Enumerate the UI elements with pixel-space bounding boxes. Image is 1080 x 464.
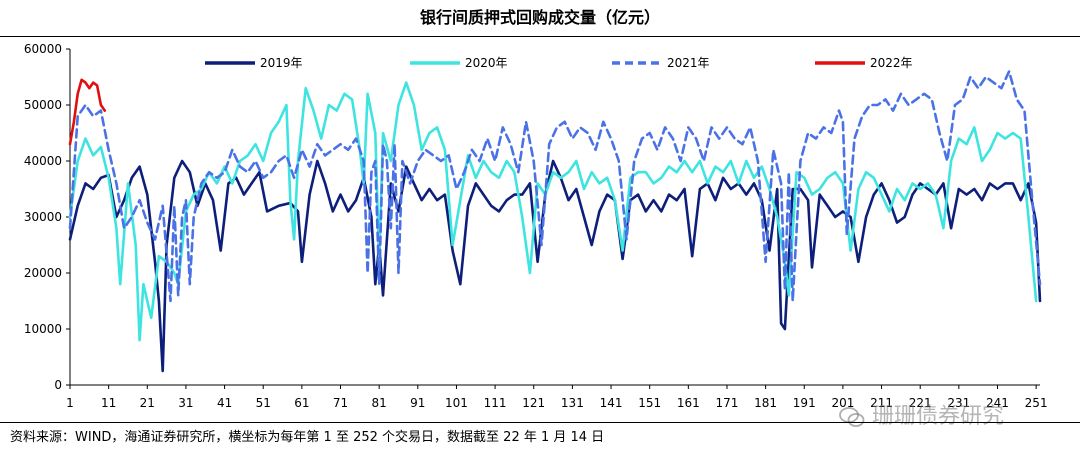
y-tick-label: 30000 [24,210,62,224]
series-line-1 [68,159,1042,373]
x-tick-label: 111 [484,396,507,410]
x-tick-label: 181 [754,396,777,410]
x-tick-label: 251 [1025,396,1048,410]
y-tick-label: 40000 [24,154,62,168]
x-tick-label: 161 [677,396,700,410]
source-rule [0,422,1080,423]
y-tick-label: 60000 [24,42,62,56]
y-tick-label: 50000 [24,98,62,112]
legend-label-4: 2022年 [870,56,913,70]
x-tick-label: 141 [600,396,623,410]
chart-title: 银行间质押式回购成交量（亿元） [419,8,660,27]
chart-legend: 2019年 2020年 2021年 2022年 [205,56,913,70]
y-tick-label: 0 [54,378,62,392]
series-line-4 [68,78,107,146]
x-tick-label: 241 [986,396,1009,410]
series-layer [68,70,1042,373]
legend-label-3: 2021年 [667,56,710,70]
x-tick-label: 131 [561,396,584,410]
wechat-icon [839,407,865,427]
y-tick-label: 20000 [24,266,62,280]
series-line-3 [68,70,1042,303]
y-tick-label: 10000 [24,322,62,336]
x-tick-label: 61 [294,396,309,410]
x-tick-label: 41 [217,396,232,410]
x-tick-label: 211 [870,396,893,410]
x-tick-label: 31 [178,396,193,410]
legend-label-2: 2020年 [465,56,508,70]
source-note: 资料来源：WIND，海通证券研究所，横坐标为每年第 1 至 252 个交易日，数… [10,430,605,445]
x-tick-label: 81 [372,396,387,410]
x-tick-label: 91 [410,396,425,410]
x-tick-label: 231 [947,396,970,410]
x-tick-label: 191 [793,396,816,410]
watermark: 珊珊债券研究 [838,398,1004,430]
x-tick-label: 1 [66,396,74,410]
x-tick-label: 151 [638,396,661,410]
x-tick-label: 201 [831,396,854,410]
watermark-text: 珊珊债券研究 [872,404,1005,429]
x-tick-label: 221 [909,396,932,410]
title-rule [0,36,1080,37]
x-tick-label: 121 [522,396,545,410]
x-tick-label: 51 [256,396,271,410]
x-tick-label: 171 [716,396,739,410]
x-tick-label: 71 [333,396,348,410]
x-tick-label: 101 [445,396,468,410]
x-tick-label: 21 [140,396,155,410]
legend-label-1: 2019年 [260,56,303,70]
x-tick-label: 11 [101,396,116,410]
series-line-2 [68,81,1038,342]
